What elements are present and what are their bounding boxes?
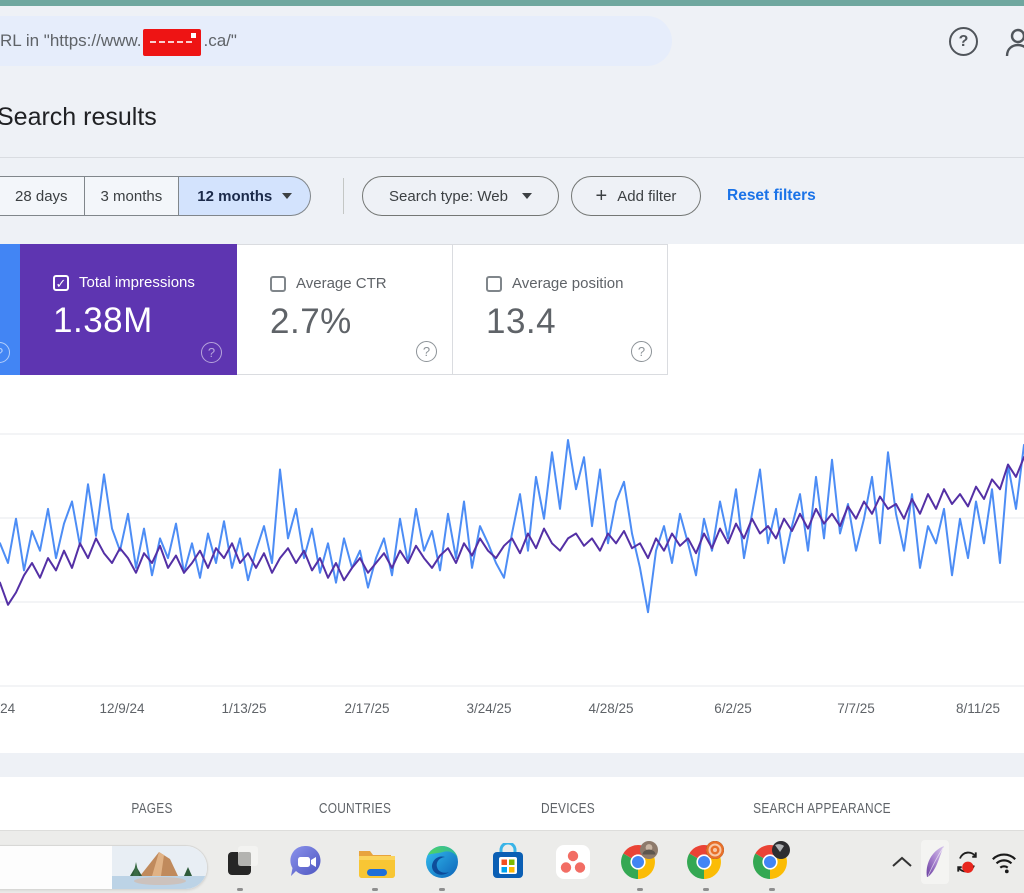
average-ctr-card[interactable]: Average CTR 2.7% ?: [237, 244, 453, 375]
impressions-label: Total impressions: [79, 274, 195, 291]
task-view-icon[interactable]: [222, 842, 262, 882]
page-title: Search results: [0, 103, 157, 131]
performance-panel: ? ✓ Total impressions 1.38M ? Average CT…: [0, 244, 1024, 753]
redacted-domain: [143, 28, 202, 56]
search-type-dropdown[interactable]: Search type: Web: [362, 176, 559, 216]
x-tick: 2/17/25: [344, 701, 390, 716]
account-person-icon[interactable]: [1003, 24, 1024, 64]
chart-x-axis: 4/24 12/9/24 1/13/25 2/17/25 3/24/25 4/2…: [0, 701, 1024, 719]
x-tick: 3/24/25: [466, 701, 512, 716]
edge-browser-icon[interactable]: [422, 842, 462, 882]
running-indicator: [372, 888, 378, 891]
x-tick: 12/9/24: [99, 701, 145, 716]
header-divider: [0, 157, 1024, 158]
panel-gap: [0, 753, 1024, 777]
taskbar-search-box[interactable]: [0, 845, 208, 890]
help-icon[interactable]: ?: [949, 27, 978, 56]
window-top-accent: [0, 0, 1024, 6]
running-indicator: [237, 888, 243, 891]
impressions-value: 1.38M: [53, 301, 153, 340]
chart-line-impressions: [0, 456, 1024, 606]
total-clicks-card-partial[interactable]: ?: [0, 244, 20, 375]
wifi-icon[interactable]: [990, 840, 1018, 884]
x-tick: 4/28/25: [588, 701, 634, 716]
property-url-filter-pill[interactable]: RL in "https://www. .ca/": [0, 16, 672, 66]
x-tick: 6/2/25: [714, 701, 752, 716]
position-checkbox-unchecked[interactable]: [486, 275, 502, 292]
chrome-profile-2-icon[interactable]: [686, 841, 726, 882]
help-icon[interactable]: ?: [631, 341, 652, 362]
position-label: Average position: [512, 275, 624, 292]
teams-chat-icon[interactable]: [286, 842, 326, 882]
add-filter-button[interactable]: + Add filter: [571, 176, 701, 216]
dimension-tabs-panel: PAGES COUNTRIES DEVICES SEARCH APPEARANC…: [0, 777, 1024, 830]
range-12-months[interactable]: 12 months: [179, 176, 312, 216]
range-28-days[interactable]: 28 days: [0, 176, 85, 216]
microsoft-store-icon[interactable]: [488, 842, 528, 882]
ctr-label: Average CTR: [296, 275, 387, 292]
reset-filters-link[interactable]: Reset filters: [727, 187, 816, 204]
chart-line-clicks: [0, 439, 1024, 614]
file-explorer-icon[interactable]: [355, 842, 395, 882]
date-range-segmented-control: 28 days 3 months 12 months: [0, 176, 312, 216]
help-icon[interactable]: ?: [416, 341, 437, 362]
tab-search-appearance[interactable]: SEARCH APPEARANCE: [753, 801, 891, 817]
ctr-value: 2.7%: [270, 302, 352, 341]
running-indicator: [703, 888, 709, 891]
performance-line-chart: [0, 393, 1024, 693]
filter-divider: [343, 178, 344, 214]
url-filter-text-suffix: .ca/": [203, 31, 237, 50]
tab-countries[interactable]: COUNTRIES: [318, 801, 392, 817]
help-icon[interactable]: ?: [0, 342, 10, 363]
running-indicator: [439, 888, 445, 891]
x-tick: 1/13/25: [221, 701, 267, 716]
stylus-feather-icon[interactable]: [921, 840, 949, 884]
x-tick: 8/11/25: [955, 701, 1001, 716]
x-tick: 4/24: [0, 701, 16, 716]
help-icon[interactable]: ?: [201, 342, 222, 363]
running-indicator: [769, 888, 775, 891]
tab-devices[interactable]: DEVICES: [541, 801, 595, 817]
sync-alert-icon[interactable]: [953, 840, 981, 884]
chevron-down-icon: [521, 193, 532, 199]
average-position-card[interactable]: Average position 13.4 ?: [453, 244, 668, 375]
url-filter-text-prefix: RL in "https://www.: [0, 31, 142, 50]
range-3-months[interactable]: 3 months: [84, 176, 180, 216]
windows-taskbar: [0, 830, 1024, 893]
total-impressions-card[interactable]: ✓ Total impressions 1.38M ?: [20, 244, 237, 375]
chevron-down-icon: [282, 193, 293, 199]
chrome-profile-3-icon[interactable]: [752, 841, 792, 882]
x-tick: 7/7/25: [837, 701, 875, 716]
ctr-checkbox-unchecked[interactable]: [270, 275, 286, 292]
position-value: 13.4: [486, 302, 557, 341]
tray-overflow-chevron-icon[interactable]: [888, 840, 916, 884]
asana-icon[interactable]: [553, 842, 593, 882]
chart-svg: [0, 433, 1024, 687]
impressions-checkbox-checked[interactable]: ✓: [53, 274, 69, 291]
search-highlight-image: [112, 846, 207, 889]
plus-icon: +: [595, 184, 608, 207]
chrome-profile-1-icon[interactable]: [620, 841, 660, 882]
running-indicator: [637, 888, 643, 891]
tab-pages[interactable]: PAGES: [131, 801, 173, 817]
